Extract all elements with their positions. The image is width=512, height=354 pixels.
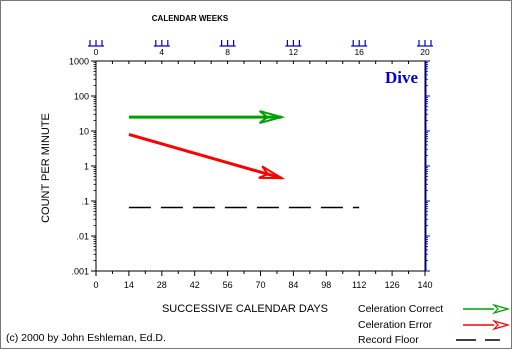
chart-title: Dive	[385, 68, 419, 87]
series-layer	[128, 110, 360, 209]
y-axis-tick-label: .1	[81, 197, 89, 207]
x-axis: 0 14 28 42 56 70 84 98 112 126 140	[93, 271, 433, 290]
x-axis-tick-label: 84	[288, 280, 298, 290]
top-axis-label: CALENDAR WEEKS	[152, 14, 229, 23]
y-axis-tick-label: .01	[76, 232, 89, 242]
x-axis-tick-label: 28	[157, 280, 167, 290]
top-axis-tick-label: 8	[225, 47, 230, 57]
y-axis-label: COUNT PER MINUTE	[40, 113, 52, 223]
legend-swatch-error-head	[491, 319, 511, 331]
legend-swatch-correct-head	[491, 303, 511, 315]
legend-label-correct: Celeration Correct	[358, 303, 443, 315]
top-axis-tick-label: 0	[94, 47, 99, 57]
series-correct-arrowhead	[259, 110, 286, 125]
legend-label-floor: Record Floor	[358, 334, 419, 346]
legend-label-error: Celeration Error	[358, 319, 433, 331]
top-axis-tick-label: 12	[289, 47, 299, 57]
y-axis-tick-label: .001	[71, 267, 89, 277]
legend: Celeration Correct Celeration Error Reco…	[358, 303, 511, 346]
top-axis-tick-label: 20	[420, 47, 430, 57]
x-axis-tick-label: 0	[93, 280, 98, 290]
y-axis-tick-label: 1	[84, 162, 89, 172]
y-axis-tick-label: 10	[79, 127, 89, 137]
right-axis	[425, 60, 430, 272]
top-axis-tick-label: 4	[159, 47, 164, 57]
y-axis: .001 .01 .1 1 10 100 1000	[69, 57, 96, 277]
x-axis-tick-label: 70	[255, 280, 265, 290]
x-axis-tick-label: 42	[190, 280, 200, 290]
x-axis-tick-label: 126	[385, 280, 400, 290]
top-axis-tick-label: 16	[354, 47, 364, 57]
x-axis-tick-label: 56	[223, 280, 233, 290]
x-axis-tick-label: 140	[417, 280, 432, 290]
x-axis-tick-label: 112	[352, 280, 366, 290]
series-error-line	[128, 132, 283, 180]
top-axis: 0 4 8 12 16 20	[88, 40, 433, 64]
x-axis-label: SUCCESSIVE CALENDAR DAYS	[162, 303, 328, 315]
y-axis-tick-label: 1000	[69, 57, 89, 67]
legend-swatches	[456, 303, 511, 341]
series-error-arrowhead	[258, 165, 286, 180]
copyright-text: (c) 2000 by John Eshleman, Ed.D.	[6, 332, 166, 344]
x-axis-tick-label: 98	[321, 280, 331, 290]
y-axis-tick-label: 100	[74, 92, 89, 102]
x-axis-tick-label: 14	[124, 280, 134, 290]
